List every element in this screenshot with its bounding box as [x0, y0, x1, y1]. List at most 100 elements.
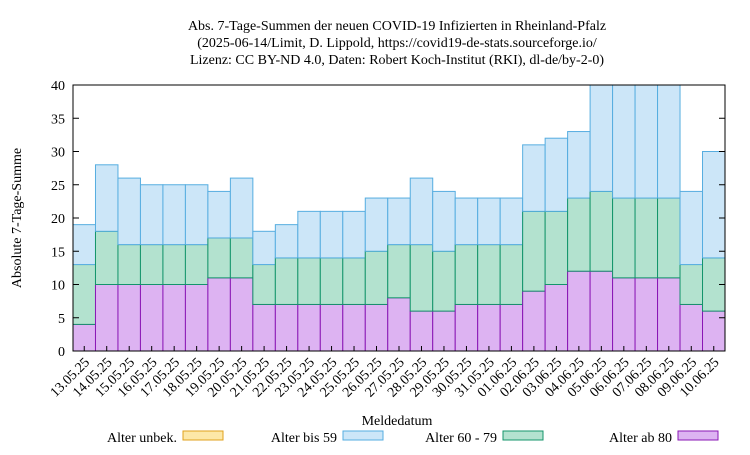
y-tick-label: 25 [51, 179, 65, 194]
bar-segment [522, 144, 546, 212]
bar-segment [184, 244, 209, 286]
legend-label: Alter bis 59 [271, 431, 337, 446]
bar-segment [364, 303, 389, 351]
legend-label: Alter 60 - 79 [425, 431, 497, 446]
y-tick-label: 5 [58, 312, 65, 327]
bar-segment [409, 177, 434, 246]
legend-label: Alter ab 80 [609, 431, 672, 446]
legend-swatch [182, 430, 224, 441]
bar-segment [634, 277, 659, 351]
bar-segment [522, 210, 546, 292]
y-tick-label: 20 [51, 212, 65, 227]
bar-segment [522, 290, 546, 351]
bar-segment [229, 177, 254, 239]
bar-segment [274, 303, 299, 351]
bar-segment [274, 257, 299, 305]
bar-segment [364, 250, 389, 305]
bar-segment [679, 264, 704, 305]
bar-segment [612, 277, 636, 351]
x-axis-label: Meldedatum [362, 414, 433, 429]
bar-segment [139, 284, 164, 351]
bar-segment [567, 131, 591, 199]
bar-segment [702, 310, 725, 351]
bar-segment [612, 197, 636, 279]
bar-segment [589, 270, 614, 351]
bar-segment [139, 244, 164, 286]
bar-segment [454, 197, 479, 246]
bar-segment [207, 277, 231, 351]
bar-segment [432, 190, 456, 252]
bar-segment [342, 303, 366, 351]
legend-label: Alter unbek. [107, 431, 177, 446]
bar-segment [499, 303, 524, 351]
legend-swatch [677, 430, 719, 441]
bar-segment [139, 184, 164, 246]
bar-segment [162, 284, 186, 351]
bar-segment [94, 164, 119, 232]
bar-segment [117, 177, 141, 246]
bar-segment [477, 303, 501, 351]
chart-title: Abs. 7-Tage-Summen der neuen COVID-19 In… [188, 19, 606, 34]
bar-segment [544, 210, 569, 286]
y-tick-label: 35 [51, 112, 65, 127]
bar-segment [387, 244, 411, 299]
legend-swatch [502, 430, 544, 441]
bar-segment [364, 197, 389, 252]
bar-segment [454, 244, 479, 305]
bar-segment [432, 250, 456, 312]
chart-title: Lizenz: CC BY-ND 4.0, Daten: Robert Koch… [190, 53, 604, 68]
bar-segment [567, 270, 591, 351]
bar-segment [229, 277, 254, 351]
bar-segment [477, 244, 501, 305]
bar-segment [207, 237, 231, 279]
bar-segment [229, 237, 254, 279]
bar-segment [319, 257, 344, 305]
plot-frame [72, 84, 726, 352]
bar-segment [73, 264, 96, 325]
bar-segment [207, 190, 231, 239]
bar-segment [117, 284, 141, 351]
bar-segment [499, 244, 524, 305]
bar-segment [589, 190, 614, 272]
bar-segment [252, 230, 276, 266]
bar-segment [94, 230, 119, 286]
bar-segment [657, 85, 681, 199]
bar-segment [274, 224, 299, 259]
bar-segment [162, 244, 186, 286]
bar-segment [454, 303, 479, 351]
bar-segment [319, 303, 344, 351]
bar-segment [657, 277, 681, 351]
bar-segment [342, 257, 366, 305]
y-tick-label: 30 [51, 146, 65, 161]
y-tick-label: 10 [51, 279, 65, 294]
y-tick-label: 15 [51, 245, 65, 260]
bar-segment [73, 224, 96, 266]
bar-segment [702, 151, 725, 259]
bar-segment [387, 297, 411, 351]
bar-segment [589, 85, 614, 192]
legend-swatch [342, 430, 384, 441]
bar-segment [634, 85, 659, 199]
bar-segment [544, 137, 569, 212]
bar-segment [387, 197, 411, 246]
bar-segment [252, 264, 276, 305]
bar-segment [432, 310, 456, 351]
bar-segment [612, 85, 636, 199]
bars [73, 85, 725, 351]
y-tick-label: 0 [58, 345, 65, 360]
bar-segment [117, 244, 141, 286]
bar-segment [94, 284, 119, 351]
bar-segment [184, 184, 209, 246]
bar-segment [297, 303, 321, 351]
bar-segment [679, 190, 704, 266]
bar-segment [252, 303, 276, 351]
bar-segment [162, 184, 186, 246]
bar-segment [679, 303, 704, 351]
bar-segment [544, 284, 569, 351]
bar-segment [499, 197, 524, 246]
chart-title: (2025-06-14/Limit, D. Lippold, https://c… [197, 36, 597, 51]
bar-segment [342, 210, 366, 259]
bar-segment [184, 284, 209, 351]
bar-segment [409, 310, 434, 351]
bar-segment [634, 197, 659, 279]
